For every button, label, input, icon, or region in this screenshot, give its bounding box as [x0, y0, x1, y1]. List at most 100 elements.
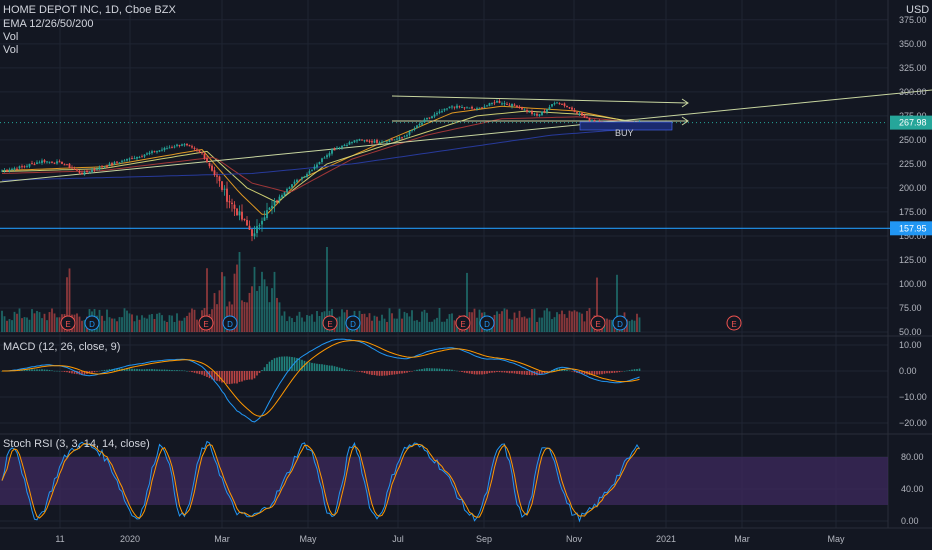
volume-bar [51, 308, 53, 332]
dividend-marker[interactable] [345, 315, 361, 331]
macd-histogram-bar [531, 371, 533, 376]
earnings-marker[interactable] [455, 315, 471, 331]
dividend-marker[interactable] [222, 315, 238, 331]
candle-body [281, 195, 283, 198]
volume-bar [478, 309, 481, 332]
volume-bar [53, 313, 56, 332]
rsi-tick-label: 40.00 [901, 484, 924, 494]
macd-histogram-bar [101, 370, 103, 371]
volume-bar [31, 309, 33, 332]
volume-bar [611, 319, 613, 332]
earnings-marker[interactable] [60, 315, 76, 331]
earnings-marker[interactable] [322, 315, 338, 331]
volume-bar [163, 320, 166, 332]
macd-histogram-bar [298, 358, 301, 371]
time-tick-label: Mar [734, 534, 750, 544]
candle-body [303, 176, 306, 178]
volume-bar [23, 317, 26, 332]
macd-histogram-bar [71, 371, 73, 374]
dividend-marker[interactable] [479, 315, 495, 331]
macd-histogram-bar [373, 371, 376, 376]
volume-bar [1, 310, 3, 332]
volume-bar [118, 317, 121, 332]
macd-histogram-bar [151, 368, 153, 371]
volume-bar [506, 309, 508, 332]
volume-bar [523, 316, 526, 332]
macd-histogram-bar [163, 369, 166, 371]
candle-body [496, 101, 498, 103]
candle-body [466, 107, 468, 109]
candle-body [21, 166, 23, 168]
candle-body [511, 103, 513, 107]
macd-histogram-bar [511, 371, 513, 374]
volume-bar [178, 320, 181, 332]
volume-bar [116, 321, 118, 332]
volume-bar [98, 309, 101, 332]
macd-histogram-bar [138, 369, 141, 371]
macd-histogram-bar [21, 369, 23, 371]
earnings-marker[interactable] [590, 315, 606, 331]
volume-bar [113, 318, 116, 332]
candle-body [51, 161, 53, 163]
macd-histogram-bar [173, 370, 176, 371]
macd-histogram-bar [323, 364, 326, 371]
candle-body [586, 117, 588, 119]
volume-bar [343, 312, 346, 332]
candle-body [131, 158, 133, 160]
candle-body [46, 161, 48, 163]
dividend-marker[interactable] [612, 315, 628, 331]
volume-bar [276, 297, 278, 332]
volume-bar [511, 319, 513, 332]
volume-bar [3, 316, 6, 332]
candle-body [146, 153, 148, 155]
candle-body [306, 174, 308, 178]
volume-bar [626, 319, 628, 332]
volume-bar [11, 320, 13, 332]
candle-body [518, 106, 521, 108]
candle-body [73, 168, 76, 170]
volume-bar [416, 320, 418, 332]
volume-bar [388, 308, 391, 332]
macd-histogram-bar [221, 371, 223, 383]
macd-histogram-bar [421, 368, 423, 371]
candle-body [261, 220, 263, 225]
volume-bar [588, 308, 591, 332]
candle-body [158, 150, 161, 152]
volume-bar [123, 308, 126, 332]
macd-histogram-bar [416, 369, 418, 371]
volume-bar [326, 247, 328, 332]
volume-bar [421, 311, 423, 332]
candle-body [83, 171, 86, 175]
earnings-marker[interactable] [198, 315, 214, 331]
candle-body [101, 166, 103, 168]
time-tick-label: 2020 [120, 534, 140, 544]
macd-histogram-bar [241, 371, 243, 382]
candle-body [153, 151, 156, 153]
candle-body [148, 152, 151, 155]
volume-bar [396, 318, 398, 332]
volume-bar [238, 252, 241, 332]
dividend-marker[interactable] [84, 315, 100, 331]
macd-histogram-bar [113, 368, 116, 371]
candle-body [23, 166, 26, 168]
candle-body [196, 149, 198, 151]
candle-body [591, 120, 593, 122]
macd-histogram-bar [371, 371, 373, 375]
candle-body [431, 116, 433, 119]
buy-zone [579, 121, 673, 131]
earnings-marker[interactable] [726, 315, 742, 331]
volume-bar [216, 304, 218, 332]
volume-bar [558, 314, 561, 332]
macd-histogram-bar [143, 369, 146, 371]
macd-histogram-bar [166, 369, 168, 371]
candle-body [351, 141, 353, 143]
macd-histogram-bar [528, 371, 531, 376]
candle-body [311, 169, 313, 171]
volume-bar [141, 315, 143, 332]
macd-histogram-bar [46, 369, 48, 371]
volume-bar [473, 308, 476, 332]
marker-letter: D [617, 320, 623, 329]
candle-body [378, 142, 381, 144]
